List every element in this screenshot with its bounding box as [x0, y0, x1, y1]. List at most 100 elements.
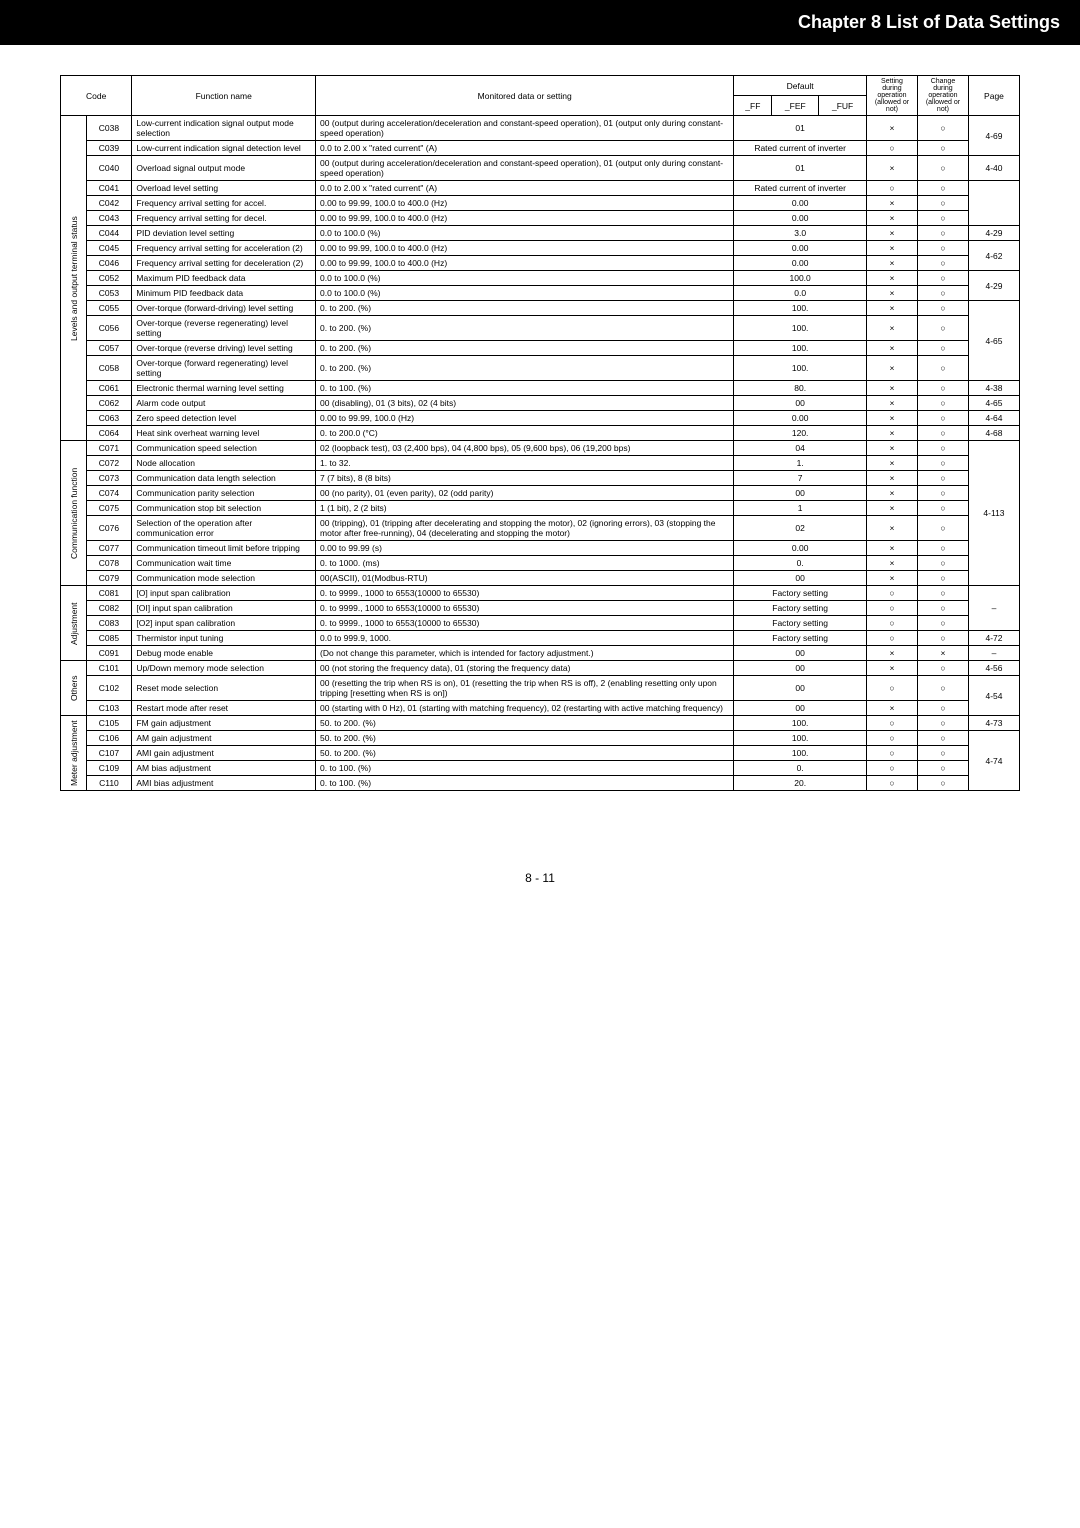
- table-row: C075Communication stop bit selection1 (1…: [61, 501, 1020, 516]
- cell-default: 100.: [734, 316, 867, 341]
- table-row: AdjustmentC081[O] input span calibration…: [61, 586, 1020, 601]
- cell-function-name: Frequency arrival setting for accelerati…: [132, 241, 316, 256]
- cell-change-allowed: ○: [917, 271, 968, 286]
- cell-monitored: 00(ASCII), 01(Modbus-RTU): [316, 571, 734, 586]
- cell-change-allowed: ○: [917, 426, 968, 441]
- cell-default: 80.: [734, 381, 867, 396]
- cell-change-allowed: ○: [917, 456, 968, 471]
- cell-code: C107: [86, 746, 132, 761]
- cell-code: C074: [86, 486, 132, 501]
- cell-page: 4-74: [968, 731, 1019, 791]
- cell-change-allowed: ○: [917, 556, 968, 571]
- cell-code: C091: [86, 646, 132, 661]
- cell-setting-allowed: ×: [866, 196, 917, 211]
- table-row: OthersC101Up/Down memory mode selection0…: [61, 661, 1020, 676]
- cell-function-name: Overload level setting: [132, 181, 316, 196]
- cell-monitored: 00 (no parity), 01 (even parity), 02 (od…: [316, 486, 734, 501]
- content-area: Code Function name Monitored data or set…: [0, 75, 1080, 791]
- cell-function-name: Communication timeout limit before tripp…: [132, 541, 316, 556]
- cell-change-allowed: ○: [917, 316, 968, 341]
- header-change-during: Change during operation (allowed or not): [917, 76, 968, 116]
- table-row: C085Thermistor input tuning0.0 to 999.9,…: [61, 631, 1020, 646]
- table-row: C052Maximum PID feedback data0.0 to 100.…: [61, 271, 1020, 286]
- table-row: C077Communication timeout limit before t…: [61, 541, 1020, 556]
- cell-monitored: 0. to 1000. (ms): [316, 556, 734, 571]
- cell-code: C044: [86, 226, 132, 241]
- cell-function-name: [OI] input span calibration: [132, 601, 316, 616]
- cell-default: Rated current of inverter: [734, 141, 867, 156]
- cell-monitored: 0. to 200. (%): [316, 356, 734, 381]
- cell-function-name: AMI gain adjustment: [132, 746, 316, 761]
- cell-default: 7: [734, 471, 867, 486]
- cell-setting-allowed: ○: [866, 761, 917, 776]
- table-row: C057Over-torque (reverse driving) level …: [61, 341, 1020, 356]
- cell-monitored: 0. to 100. (%): [316, 761, 734, 776]
- cell-page: 4-56: [968, 661, 1019, 676]
- cell-code: C055: [86, 301, 132, 316]
- cell-default: 100.: [734, 301, 867, 316]
- cell-code: C042: [86, 196, 132, 211]
- cell-code: C062: [86, 396, 132, 411]
- cell-function-name: Over-torque (forward regenerating) level…: [132, 356, 316, 381]
- cell-code: C078: [86, 556, 132, 571]
- cell-change-allowed: ○: [917, 571, 968, 586]
- chapter-title: Chapter 8 List of Data Settings: [798, 12, 1060, 32]
- table-row: C063Zero speed detection level0.00 to 99…: [61, 411, 1020, 426]
- cell-change-allowed: ○: [917, 731, 968, 746]
- cell-setting-allowed: ○: [866, 716, 917, 731]
- cell-code: C102: [86, 676, 132, 701]
- cell-monitored: 0.00 to 99.99 (s): [316, 541, 734, 556]
- cell-code: C079: [86, 571, 132, 586]
- cell-monitored: 00 (tripping), 01 (tripping after decele…: [316, 516, 734, 541]
- cell-code: C053: [86, 286, 132, 301]
- table-row: C103Restart mode after reset00 (starting…: [61, 701, 1020, 716]
- cell-function-name: Up/Down memory mode selection: [132, 661, 316, 676]
- cell-change-allowed: ○: [917, 631, 968, 646]
- header-function-name: Function name: [132, 76, 316, 116]
- cell-function-name: Over-torque (forward-driving) level sett…: [132, 301, 316, 316]
- cell-page: 4-38: [968, 381, 1019, 396]
- cell-default: 0.00: [734, 411, 867, 426]
- cell-change-allowed: ○: [917, 226, 968, 241]
- cell-code: C076: [86, 516, 132, 541]
- cell-page: 4-73: [968, 716, 1019, 731]
- cell-change-allowed: ○: [917, 716, 968, 731]
- cell-change-allowed: ○: [917, 396, 968, 411]
- cell-monitored: 50. to 200. (%): [316, 746, 734, 761]
- cell-monitored: 1 (1 bit), 2 (2 bits): [316, 501, 734, 516]
- cell-function-name: Electronic thermal warning level setting: [132, 381, 316, 396]
- cell-change-allowed: ○: [917, 486, 968, 501]
- table-body: Levels and output terminal statusC038Low…: [61, 116, 1020, 791]
- cell-change-allowed: ○: [917, 746, 968, 761]
- cell-setting-allowed: ×: [866, 211, 917, 226]
- cell-page: –: [968, 646, 1019, 661]
- table-row: C083[O2] input span calibration0. to 999…: [61, 616, 1020, 631]
- cell-setting-allowed: ○: [866, 181, 917, 196]
- table-header: Code Function name Monitored data or set…: [61, 76, 1020, 116]
- cell-default: 1: [734, 501, 867, 516]
- cell-code: C077: [86, 541, 132, 556]
- cell-code: C046: [86, 256, 132, 271]
- cell-setting-allowed: ×: [866, 501, 917, 516]
- cell-code: C071: [86, 441, 132, 456]
- cell-default: Factory setting: [734, 631, 867, 646]
- header-fef: _FEF: [772, 96, 819, 116]
- cell-setting-allowed: ×: [866, 541, 917, 556]
- table-row: C058Over-torque (forward regenerating) l…: [61, 356, 1020, 381]
- cell-setting-allowed: ×: [866, 356, 917, 381]
- cell-function-name: AMI bias adjustment: [132, 776, 316, 791]
- cell-default: 100.: [734, 731, 867, 746]
- cell-monitored: 0.00 to 99.99, 100.0 to 400.0 (Hz): [316, 196, 734, 211]
- cell-change-allowed: ○: [917, 156, 968, 181]
- group-label: Levels and output terminal status: [61, 116, 87, 441]
- cell-function-name: [O2] input span calibration: [132, 616, 316, 631]
- cell-function-name: Debug mode enable: [132, 646, 316, 661]
- cell-change-allowed: ○: [917, 586, 968, 601]
- cell-page: 4-68: [968, 426, 1019, 441]
- cell-default: 0.00: [734, 196, 867, 211]
- cell-monitored: 0. to 200. (%): [316, 316, 734, 341]
- cell-code: C045: [86, 241, 132, 256]
- cell-setting-allowed: ×: [866, 571, 917, 586]
- cell-change-allowed: ○: [917, 411, 968, 426]
- cell-default: 0.00: [734, 211, 867, 226]
